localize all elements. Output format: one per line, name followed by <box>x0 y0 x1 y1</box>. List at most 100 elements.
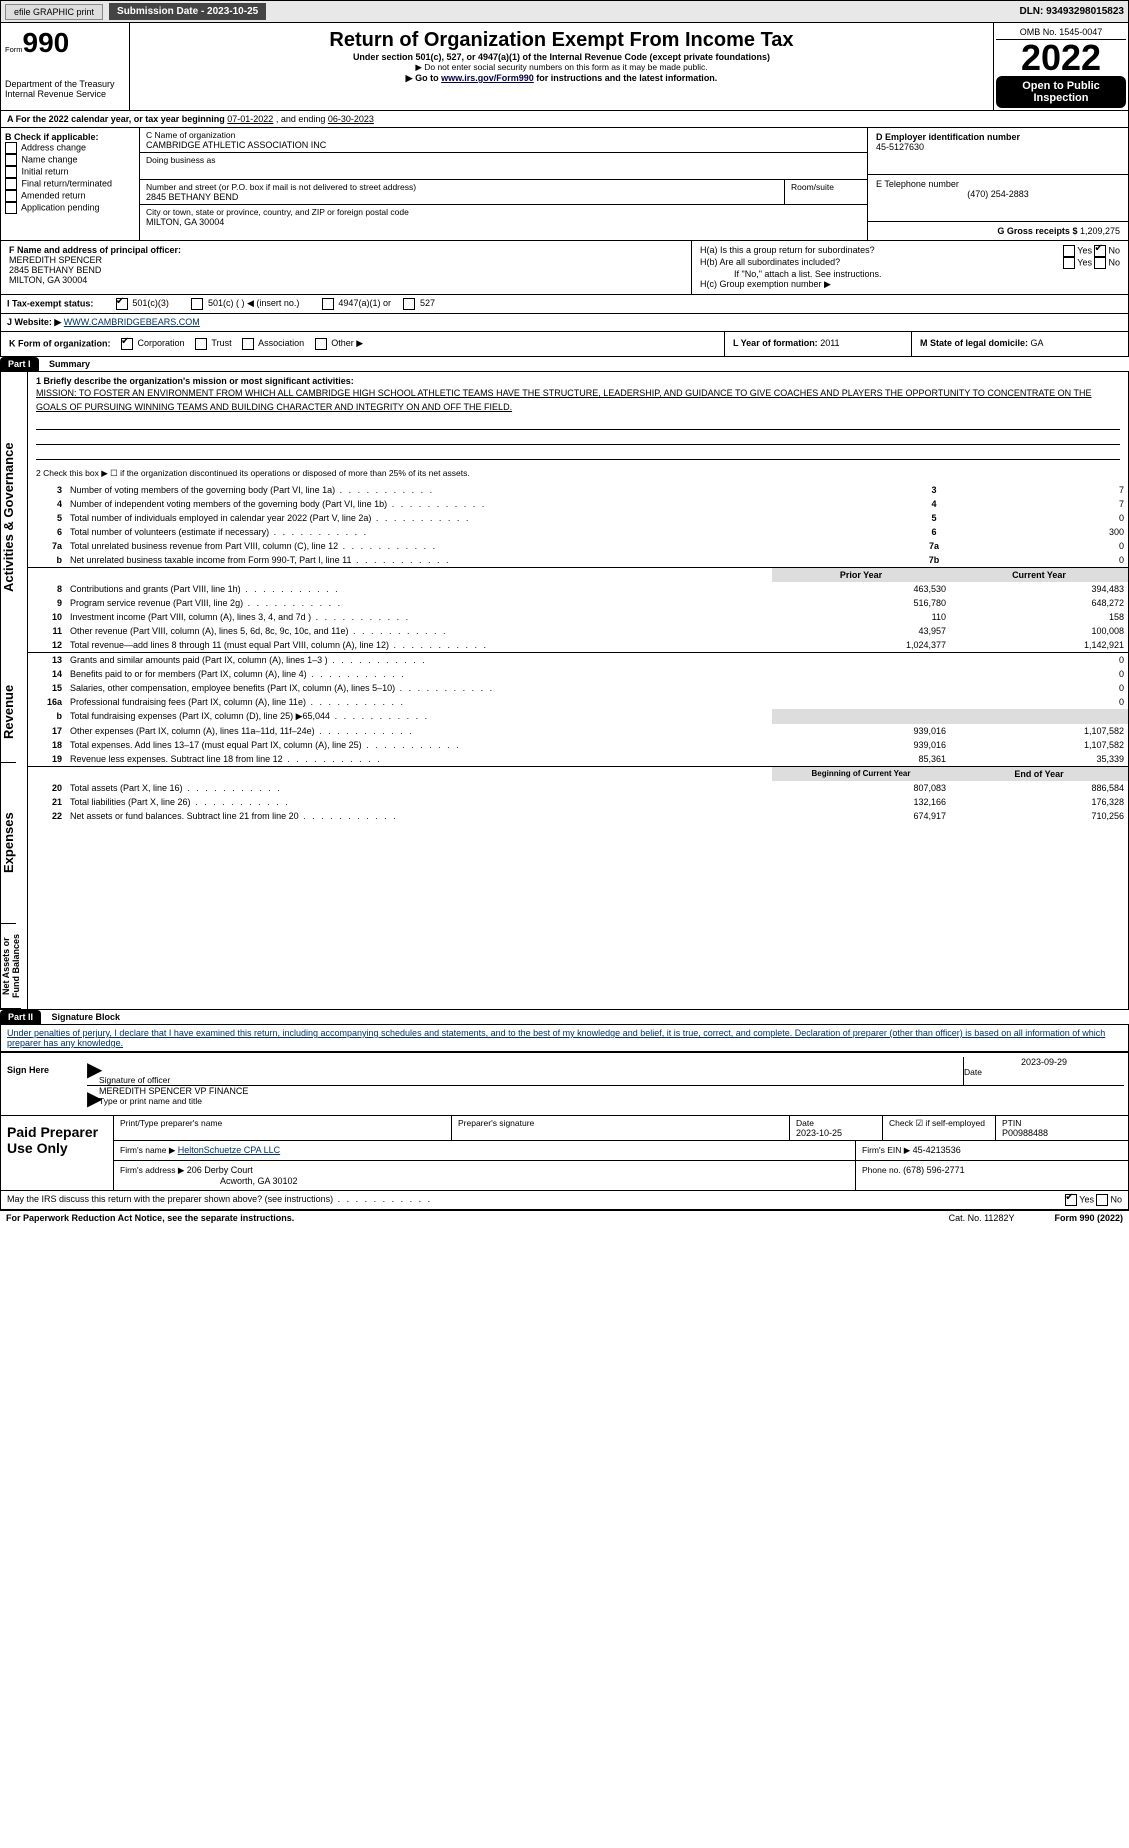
i-501c-cb[interactable] <box>191 298 203 310</box>
b-opt: Final return/terminated <box>5 178 135 190</box>
line2: 2 Check this box ▶ ☐ if the organization… <box>28 464 1128 483</box>
line-a: A For the 2022 calendar year, or tax yea… <box>0 111 1129 128</box>
i-4947-cb[interactable] <box>322 298 334 310</box>
summary-row: 10Investment income (Part VIII, column (… <box>28 610 1128 624</box>
firm-phone-label: Phone no. <box>862 1165 903 1175</box>
i-527-cb[interactable] <box>403 298 415 310</box>
cat-no: Cat. No. 11282Y <box>949 1213 1015 1223</box>
firm-addr2: Acworth, GA 30102 <box>120 1176 849 1186</box>
e-label: E Telephone number <box>876 179 1120 189</box>
state-domicile: GA <box>1031 338 1044 348</box>
yes2: Yes <box>1077 257 1092 267</box>
b-opt-cb[interactable] <box>5 178 17 190</box>
side-labels: Activities & Governance Revenue Expenses… <box>1 372 28 1009</box>
l-label: L Year of formation: <box>733 338 820 348</box>
officer-name-title: MEREDITH SPENCER VP FINANCE <box>99 1086 1124 1096</box>
form-header: Form990 Department of the Treasury Inter… <box>0 23 1129 111</box>
klm-row: K Form of organization: Corporation Trus… <box>0 332 1129 357</box>
hb-label: H(b) Are all subordinates included? <box>700 257 840 269</box>
year-box: OMB No. 1545-0047 2022 Open to Public In… <box>993 23 1128 110</box>
may-yes: Yes <box>1079 1194 1094 1204</box>
summary-row: 11Other revenue (Part VIII, column (A), … <box>28 624 1128 638</box>
current-year-head: Current Year <box>950 567 1128 582</box>
form-prefix: Form <box>5 45 23 54</box>
officer-name: MEREDITH SPENCER <box>9 255 683 265</box>
irs-link[interactable]: www.irs.gov/Form990 <box>441 73 534 83</box>
summary-row: 5Total number of individuals employed in… <box>28 511 1128 525</box>
dba-label: Doing business as <box>146 155 861 165</box>
goto-prefix: ▶ Go to <box>406 73 441 83</box>
d-label: D Employer identification number <box>876 132 1120 142</box>
line1-label: 1 Briefly describe the organization's mi… <box>36 376 1120 386</box>
firm-phone: (678) 596-2771 <box>903 1165 965 1175</box>
part1-content: 1 Briefly describe the organization's mi… <box>28 372 1128 1009</box>
may-irs: May the IRS discuss this return with the… <box>7 1194 432 1206</box>
part1-title: Summary <box>41 357 98 371</box>
box-l: L Year of formation: 2011 <box>724 332 911 356</box>
topbar: efile GRAPHIC print Submission Date - 20… <box>0 0 1129 23</box>
box-f: F Name and address of principal officer:… <box>1 241 691 294</box>
may-yes-cb[interactable] <box>1065 1194 1077 1206</box>
b-opt-cb[interactable] <box>5 190 17 202</box>
summary-row: 21Total liabilities (Part X, line 26)132… <box>28 795 1128 809</box>
a-begin: 07-01-2022 <box>227 114 273 124</box>
website-link[interactable]: WWW.CAMBRIDGEBEARS.COM <box>64 317 200 327</box>
form-foot: Form 990 (2022) <box>1054 1213 1123 1223</box>
hc-label: H(c) Group exemption number ▶ <box>700 279 1120 290</box>
m-label: M State of legal domicile: <box>920 338 1031 348</box>
may-no-cb[interactable] <box>1096 1194 1108 1206</box>
mission-text: MISSION: TO FOSTER AN ENVIRONMENT FROM W… <box>36 386 1120 415</box>
dept-treasury: Department of the Treasury Internal Reve… <box>5 79 125 99</box>
expense-rows: 13Grants and similar amounts paid (Part … <box>28 652 1128 766</box>
k-other-cb[interactable] <box>315 338 327 350</box>
open-inspection: Open to Public Inspection <box>996 76 1126 108</box>
side-net: Net Assets or Fund Balances <box>1 924 21 1009</box>
mission-block: 1 Briefly describe the organization's mi… <box>28 372 1128 464</box>
firm-addr1: 206 Derby Court <box>187 1165 253 1175</box>
a-label: A For the 2022 calendar year, or tax yea… <box>7 114 227 124</box>
form-title: Return of Organization Exempt From Incom… <box>142 29 981 52</box>
paperwork-notice: For Paperwork Reduction Act Notice, see … <box>6 1213 294 1223</box>
summary-row: 3Number of voting members of the governi… <box>28 483 1128 497</box>
b-opt-cb[interactable] <box>5 202 17 214</box>
hb-yes-cb[interactable] <box>1063 257 1075 269</box>
i-501c3-cb[interactable] <box>116 298 128 310</box>
b-opt-cb[interactable] <box>5 142 17 154</box>
jurat[interactable]: Under penalties of perjury, I declare th… <box>7 1028 1105 1048</box>
prep-name-label: Print/Type preparer's name <box>120 1118 445 1128</box>
firm-name[interactable]: HeltonSchuetze CPA LLC <box>178 1145 280 1155</box>
hb-no-cb[interactable] <box>1094 257 1106 269</box>
year-headers: Prior Year Current Year <box>28 567 1128 582</box>
box-b: B Check if applicable: Address change Na… <box>1 128 140 240</box>
b-opt: Name change <box>5 154 135 166</box>
box-m: M State of legal domicile: GA <box>911 332 1128 356</box>
submission-date: Submission Date - 2023-10-25 <box>109 3 266 20</box>
street-label: Number and street (or P.O. box if mail i… <box>146 182 778 192</box>
room-label: Room/suite <box>791 182 861 192</box>
j-label: J Website: ▶ <box>7 317 61 327</box>
sig-of-label: Signature of officer <box>99 1057 963 1085</box>
summary-row: 14Benefits paid to or for members (Part … <box>28 667 1128 681</box>
summary-row: 9Program service revenue (Part VIII, lin… <box>28 596 1128 610</box>
begin-year-head: Beginning of Current Year <box>772 766 950 781</box>
part1-body: Activities & Governance Revenue Expenses… <box>0 372 1129 1010</box>
summary-row: 6Total number of volunteers (estimate if… <box>28 525 1128 539</box>
ha-no-cb[interactable] <box>1094 245 1106 257</box>
officer-addr1: 2845 BETHANY BEND <box>9 265 683 275</box>
summary-row: 7aTotal unrelated business revenue from … <box>28 539 1128 553</box>
summary-row: 13Grants and similar amounts paid (Part … <box>28 652 1128 667</box>
title-box: Return of Organization Exempt From Incom… <box>130 23 993 110</box>
a-end: 06-30-2023 <box>328 114 374 124</box>
b-opt: Address change <box>5 142 135 154</box>
b-opt-cb[interactable] <box>5 166 17 178</box>
k-assoc-cb[interactable] <box>242 338 254 350</box>
city: MILTON, GA 30004 <box>146 217 861 227</box>
part2-head-wrap: Part II Signature Block <box>0 1010 1129 1025</box>
k-trust-cb[interactable] <box>195 338 207 350</box>
k-corp-cb[interactable] <box>121 338 133 350</box>
b-opt-cb[interactable] <box>5 154 17 166</box>
ha-yes-cb[interactable] <box>1063 245 1075 257</box>
part1-head-wrap: Part I Summary <box>0 357 1129 372</box>
bcdeg-row: B Check if applicable: Address change Na… <box>0 128 1129 241</box>
lines-3-7b: 3Number of voting members of the governi… <box>28 483 1128 567</box>
